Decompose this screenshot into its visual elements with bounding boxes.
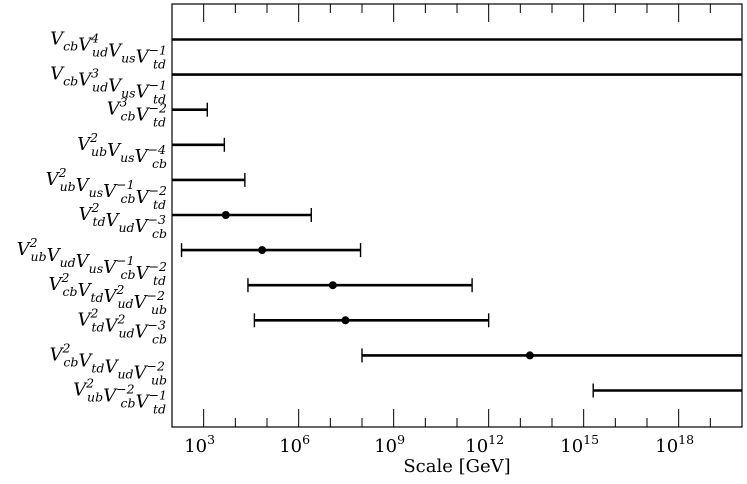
interval-row bbox=[592, 383, 742, 398]
x-tick-label: 106 bbox=[279, 432, 310, 457]
row-label: V3 cbV−2 td bbox=[107, 95, 167, 130]
interval-row bbox=[172, 208, 312, 222]
x-tick-labels: 103 106 109 1012 1015 1018 bbox=[184, 432, 694, 457]
interval-row bbox=[172, 172, 246, 187]
row-label: V2 ubVusV−4 cb bbox=[77, 130, 167, 171]
central-point bbox=[328, 281, 337, 290]
central-point bbox=[525, 351, 534, 360]
row-label: VcbV4 udVusV−1 td bbox=[50, 29, 167, 72]
interval-row bbox=[172, 137, 226, 152]
x-tick-label: 1015 bbox=[560, 432, 599, 457]
interval-row bbox=[172, 102, 208, 117]
row-label: V2 cbVtdVudV−2 ub bbox=[49, 340, 167, 387]
x-axis-label: Scale [GeV] bbox=[403, 456, 510, 477]
row-label: V2 tdV2 udV−3 cb bbox=[78, 305, 167, 346]
interval-row bbox=[361, 348, 742, 363]
central-point bbox=[221, 211, 230, 219]
interval-row bbox=[253, 313, 490, 328]
central-point bbox=[341, 316, 350, 325]
interval-row bbox=[247, 278, 473, 293]
interval-row bbox=[180, 243, 362, 258]
row-label: V2 ubVudVusV−1 cbV−2 td bbox=[17, 235, 167, 288]
intervals bbox=[172, 38, 742, 398]
row-label: V2 ubV−2 cbV−1 td bbox=[73, 376, 167, 417]
x-tick-label: 109 bbox=[374, 432, 405, 457]
row-label: VcbV3 udVusV−1 td bbox=[50, 64, 167, 107]
central-point bbox=[258, 246, 267, 255]
x-tick-label: 1018 bbox=[655, 432, 694, 457]
x-ticks bbox=[171, 4, 743, 427]
row-label: V2 cbVtdV2 udV−2 ub bbox=[48, 270, 167, 317]
row-label: V2 tdVudV−3 cb bbox=[79, 200, 168, 241]
row-label: V2 ubVusV−1 cbV−2 td bbox=[46, 165, 167, 212]
x-tick-label: 1012 bbox=[465, 432, 504, 457]
x-tick-label: 103 bbox=[184, 432, 215, 457]
